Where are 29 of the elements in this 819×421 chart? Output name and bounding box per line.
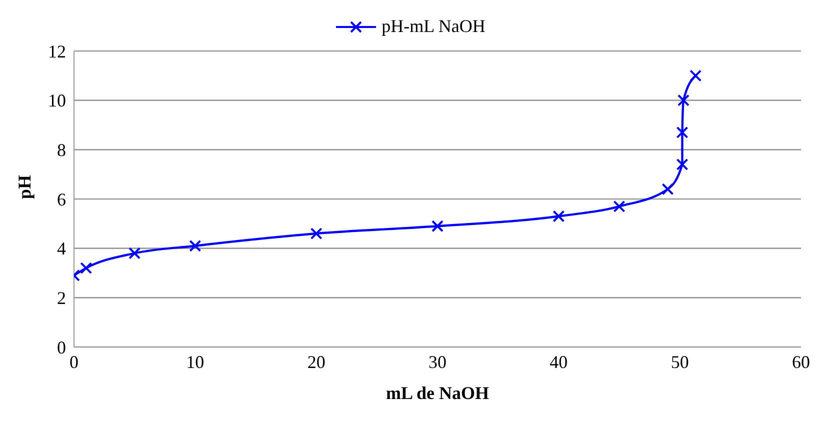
- x-axis-title: mL de NaOH: [386, 383, 490, 403]
- point: [662, 183, 674, 196]
- y-tick-label: 2: [57, 288, 66, 308]
- point: [613, 200, 626, 212]
- point: [128, 247, 141, 260]
- point: [189, 240, 202, 252]
- y-tick-label: 10: [48, 90, 66, 111]
- y-tick-label: 4: [57, 238, 66, 259]
- x-tick-label: 30: [428, 352, 446, 372]
- x-tick-label: 20: [307, 352, 326, 372]
- y-tick-label: 0: [57, 337, 66, 358]
- x-tick-label: 10: [186, 352, 204, 372]
- point: [690, 70, 702, 82]
- point: [677, 94, 690, 106]
- y-tick-label: 6: [57, 189, 66, 210]
- x-tick-label: 50: [670, 352, 689, 372]
- x-tick-label: 60: [792, 352, 810, 372]
- x-tick-label: 0: [70, 352, 78, 372]
- x-tick-label: 40: [550, 352, 568, 372]
- point: [676, 126, 688, 138]
- point: [310, 228, 322, 240]
- y-axis-title: pH: [14, 174, 34, 199]
- point: [432, 220, 444, 232]
- point: [552, 210, 565, 222]
- legend-label: pH-mL NaOH: [382, 16, 486, 37]
- y-tick-label: 12: [48, 41, 66, 62]
- y-tick-label: 8: [57, 140, 66, 160]
- point: [80, 262, 92, 274]
- point: [676, 158, 688, 170]
